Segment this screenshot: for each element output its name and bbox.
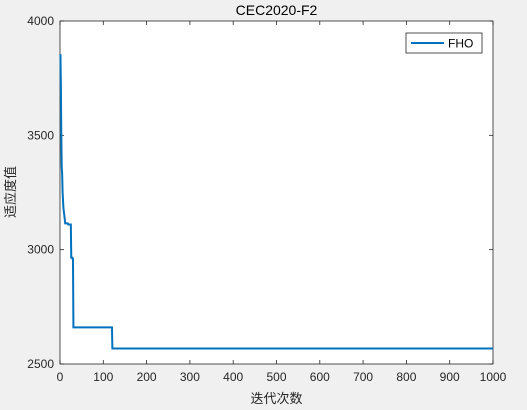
x-tick-label: 100 [93, 370, 113, 384]
x-tick-label: 800 [396, 370, 416, 384]
series-group [59, 54, 493, 350]
x-axis-ticks: 0 100 200 300 400 500 600 700 800 900 1000 [57, 21, 507, 384]
x-tick-label: 300 [180, 370, 200, 384]
x-tick-label: 600 [310, 370, 330, 384]
x-tick-label: 200 [137, 370, 157, 384]
y-tick-label: 3500 [27, 128, 54, 142]
x-tick-label: 900 [440, 370, 460, 384]
x-axis-label: 迭代次数 [250, 391, 302, 407]
legend: FHO [405, 32, 483, 54]
x-tick-label: 400 [223, 370, 243, 384]
legend-label-fho: FHO [448, 37, 473, 51]
y-axis-ticks: 2500 3000 3500 4000 [27, 14, 493, 371]
y-tick-label: 2500 [27, 357, 54, 371]
y-tick-label: 3000 [27, 243, 54, 257]
x-tick-label: 0 [57, 370, 64, 384]
x-tick-label: 1000 [480, 370, 507, 384]
chart-title: CEC2020-F2 [236, 2, 318, 18]
series-line-fho [59, 54, 493, 350]
y-tick-label: 4000 [27, 14, 54, 28]
x-tick-label: 500 [266, 370, 286, 384]
plot-area [59, 20, 494, 365]
x-tick-label: 700 [353, 370, 373, 384]
y-axis-label: 适应度值 [3, 166, 19, 218]
